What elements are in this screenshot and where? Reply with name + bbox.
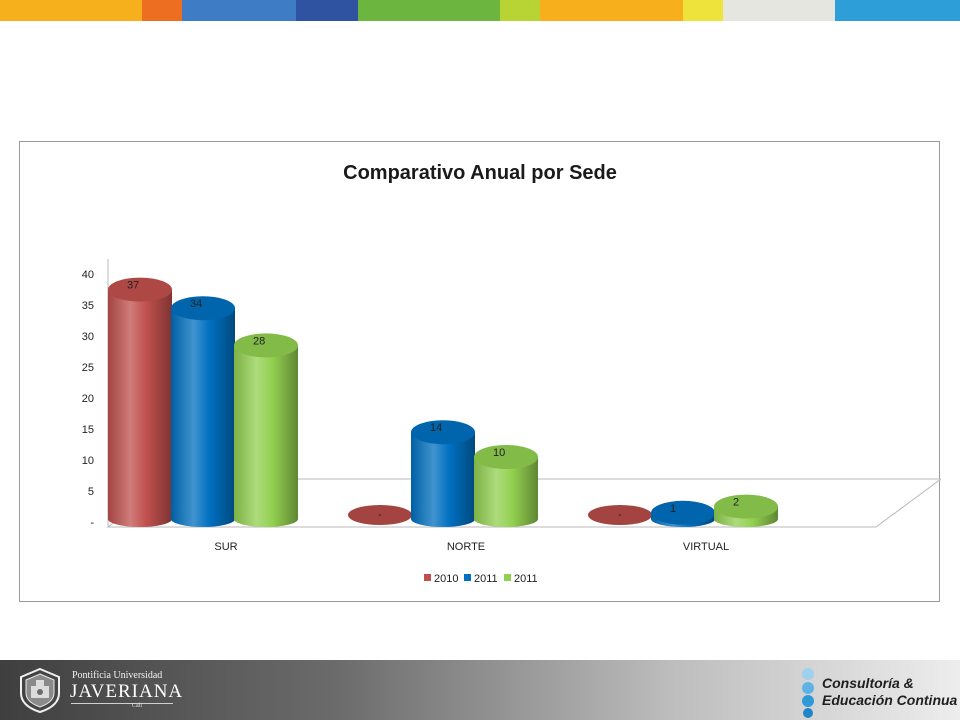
top-stripe <box>500 0 540 21</box>
data-label: 28 <box>253 335 265 347</box>
data-label: - <box>618 509 622 521</box>
bar-body <box>234 345 298 527</box>
y-tick-label: 15 <box>82 424 94 436</box>
bar-chart: Comparativo Anual por Sede - 5 10 15 20 25 30 3… <box>82 162 941 585</box>
footer-bar: Pontificia Universidad JAVERIANA Cali Co… <box>0 660 960 720</box>
y-tick-label: 10 <box>82 455 94 467</box>
bar <box>474 445 538 527</box>
bar <box>651 500 715 527</box>
y-tick-label: 20 <box>82 393 94 405</box>
brand-line2: Educación Continua <box>822 692 958 708</box>
top-stripe <box>182 0 296 21</box>
bar-body <box>108 289 172 527</box>
bar-top <box>234 333 298 358</box>
bar-top <box>171 296 235 321</box>
data-label: 2 <box>733 497 739 509</box>
y-axis: - 5 10 15 20 25 30 35 40 <box>82 259 109 529</box>
legend-item: 2010 <box>424 573 458 585</box>
top-stripe <box>723 0 835 21</box>
bar <box>234 333 298 527</box>
bar-body <box>171 308 235 527</box>
category-label: VIRTUAL <box>683 541 729 553</box>
bar-top <box>474 445 538 469</box>
legend-item: 2011 <box>504 573 538 585</box>
bar <box>588 505 652 525</box>
bar-top <box>108 277 172 302</box>
y-tick-label: 35 <box>82 300 94 312</box>
legend-label: 2011 <box>514 573 538 585</box>
legend-swatch <box>424 574 431 581</box>
data-label: 37 <box>127 280 139 292</box>
brand-line1: Consultoría & <box>822 675 914 691</box>
data-label: 14 <box>430 422 442 434</box>
university-city: Cali <box>132 703 142 709</box>
bar-top <box>411 420 475 445</box>
chart-container: Comparativo Anual por Sede - 5 10 15 20 25 30 3… <box>19 141 941 602</box>
y-tick-label: - <box>90 517 94 529</box>
data-label: 34 <box>190 298 202 310</box>
data-label: - <box>378 509 382 521</box>
y-tick-label: 40 <box>82 269 94 281</box>
university-name: JAVERIANA <box>70 681 184 702</box>
y-tick-label: 5 <box>88 486 94 498</box>
top-stripe <box>142 0 182 21</box>
legend-item: 2011 <box>464 573 498 585</box>
legend-swatch <box>504 574 511 581</box>
y-tick-label: 30 <box>82 331 94 343</box>
data-labels: 37 34 28 - 14 10 - 1 2 <box>127 280 739 521</box>
top-stripe <box>358 0 500 21</box>
top-stripe <box>835 0 960 21</box>
y-tick-label: 25 <box>82 362 94 374</box>
bar <box>348 505 412 525</box>
top-stripe <box>0 0 142 21</box>
chart-legend: 2010 2011 2011 <box>424 573 538 585</box>
category-label: SUR <box>214 541 237 553</box>
bar-top <box>651 500 715 525</box>
bar-top <box>714 494 778 519</box>
top-stripe <box>683 0 723 21</box>
bar-body <box>411 432 475 527</box>
bar <box>411 420 475 527</box>
bar-zero-disc <box>588 505 652 525</box>
bar <box>108 277 172 527</box>
top-stripe <box>540 0 683 21</box>
top-stripe <box>296 0 358 21</box>
bar <box>714 494 778 527</box>
chart-bars <box>108 277 778 527</box>
university-line1: Pontificia Universidad <box>72 670 163 681</box>
university-logo: Pontificia Universidad JAVERIANA Cali <box>14 666 182 714</box>
data-label: 1 <box>670 503 676 515</box>
bar-body <box>474 457 538 527</box>
chart-title: Comparativo Anual por Sede <box>343 162 617 184</box>
legend-label: 2011 <box>474 573 498 585</box>
x-axis-categories: SUR NORTE VIRTUAL <box>214 541 729 553</box>
bar <box>171 296 235 527</box>
top-color-stripes <box>0 0 960 21</box>
category-label: NORTE <box>447 541 485 553</box>
university-divider <box>71 703 173 704</box>
blue-dots-icon <box>802 668 814 718</box>
legend-swatch <box>464 574 471 581</box>
legend-label: 2010 <box>434 573 458 585</box>
brand-logo: Consultoría & Educación Continua <box>798 666 958 718</box>
data-label: 10 <box>493 447 505 459</box>
university-crest-icon <box>20 667 60 714</box>
bar-zero-disc <box>348 505 412 525</box>
